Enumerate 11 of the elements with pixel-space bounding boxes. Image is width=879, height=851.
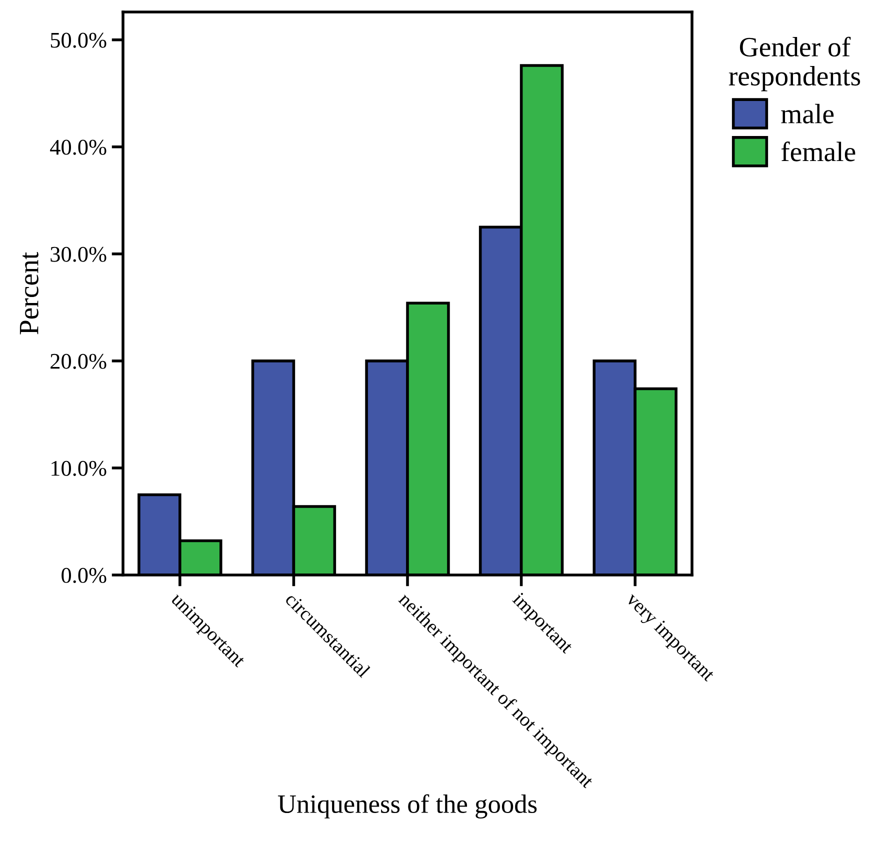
y-tick-label: 20.0% <box>50 354 106 369</box>
legend-label: female <box>781 141 856 162</box>
y-tick-label: 10.0% <box>52 460 106 476</box>
y-tick-label: 0.0% <box>62 568 106 584</box>
legend-title: Gender of respondents <box>728 36 860 92</box>
x-axis-title: Uniqueness of the goods <box>278 794 537 818</box>
y-tick-label: 30.0% <box>50 246 106 262</box>
legend-label: male <box>781 104 834 124</box>
y-tick-label: 40.0% <box>50 140 106 155</box>
y-tick-label: 50.0% <box>50 32 106 48</box>
y-axis-title: Percent <box>20 252 38 334</box>
